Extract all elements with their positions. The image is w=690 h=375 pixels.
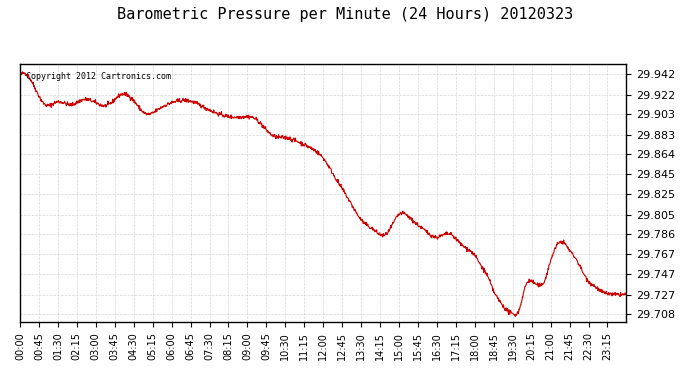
Text: Barometric Pressure per Minute (24 Hours) 20120323: Barometric Pressure per Minute (24 Hours…	[117, 8, 573, 22]
Text: Copyright 2012 Cartronics.com: Copyright 2012 Cartronics.com	[26, 72, 171, 81]
